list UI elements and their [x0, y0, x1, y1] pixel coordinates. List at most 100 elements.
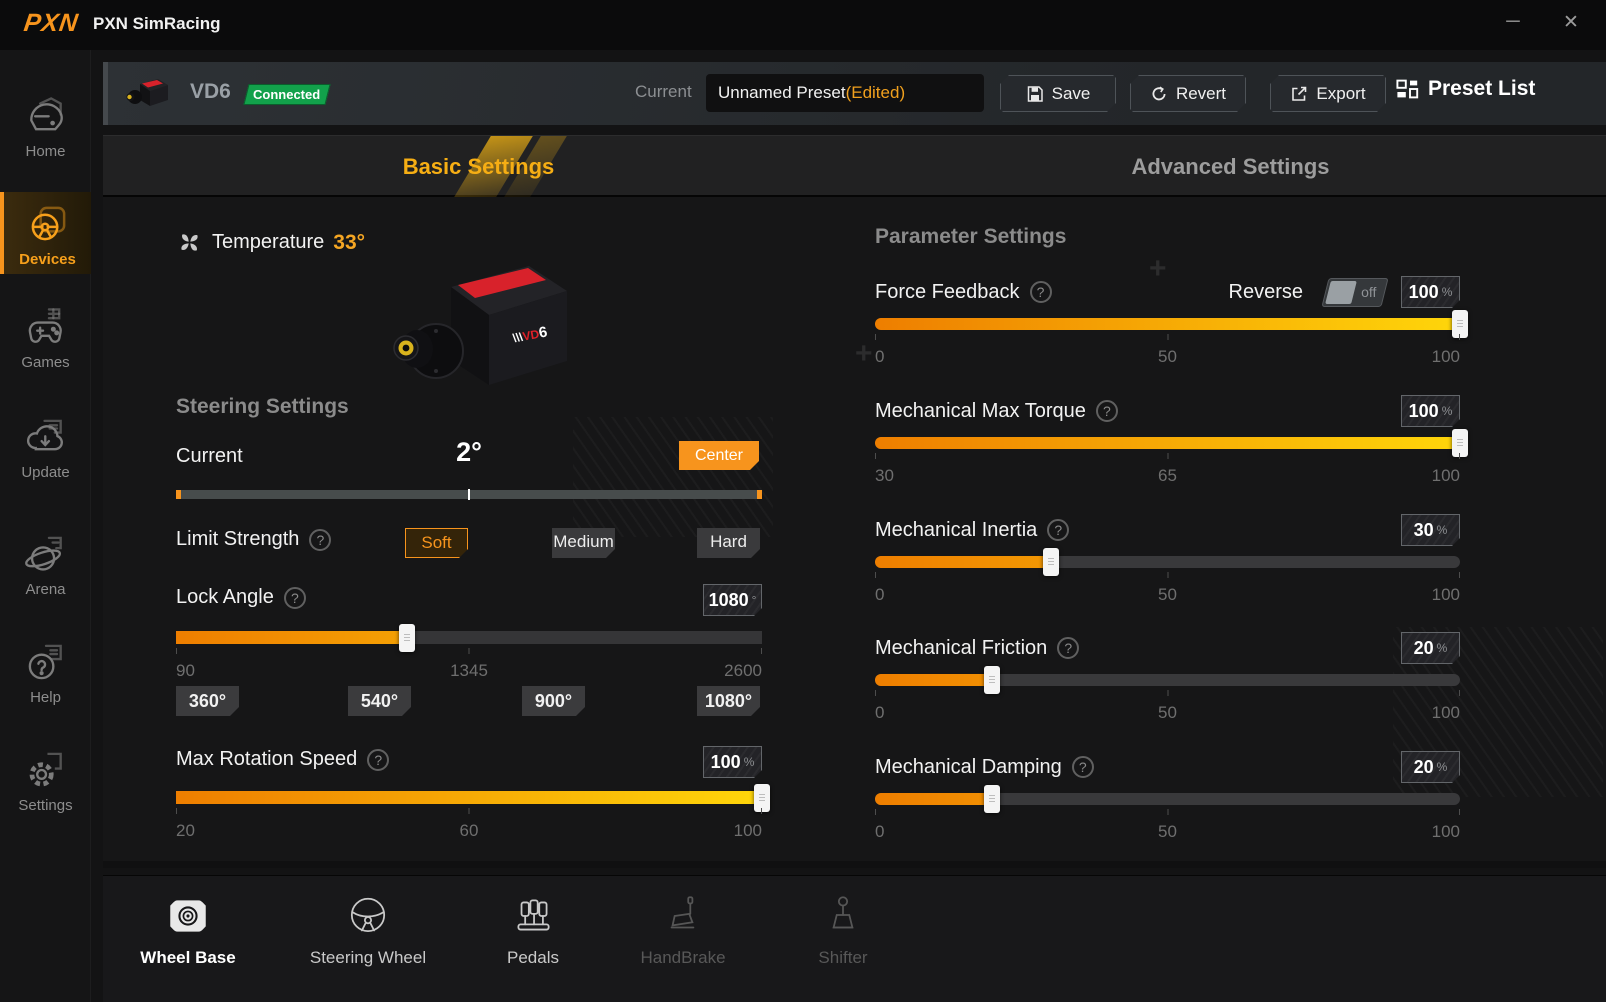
current-angle-value: 2° [456, 437, 482, 467]
param-ticks: 0 50 100 [875, 690, 1460, 730]
param-row-damping: Mechanical Damping? 20% 0 50 100 [875, 751, 1460, 863]
wheelbase-device-image: \\\VD6 [393, 266, 567, 385]
current-angle-row: Current 2° Center [176, 437, 762, 473]
sidebar-item-label: Home [25, 143, 66, 160]
slider-handle[interactable] [984, 785, 1000, 813]
status-badge: Connected [243, 84, 331, 105]
parameter-settings-header: Parameter Settings [875, 225, 1067, 248]
tab-basic-settings[interactable]: Basic Settings [103, 136, 854, 198]
reverse-toggle[interactable]: off [1321, 277, 1389, 307]
nav-steering-wheel[interactable]: Steering Wheel [293, 890, 443, 1002]
preset-list-button[interactable]: Preset List [1395, 77, 1535, 101]
device-bar: VD6 Connected Current Unnamed Preset(Edi… [103, 62, 1606, 125]
bar-cap-right [757, 490, 762, 499]
sidebar-item-label: Settings [18, 797, 73, 814]
max-rotation-value-box[interactable]: 100% [703, 746, 762, 778]
parameter-settings-column: Parameter Settings Force Feedback? Rever… [875, 197, 1468, 863]
param-value-box[interactable]: 100% [1401, 395, 1460, 427]
angle-preset-1080[interactable]: 1080° [697, 686, 760, 716]
help-icon[interactable]: ? [1071, 756, 1094, 778]
param-ticks: 30 65 100 [875, 453, 1460, 493]
slider-fill [875, 437, 1460, 449]
max-rotation-ticks: 20 60 100 [176, 808, 762, 848]
slider-fill [176, 791, 762, 804]
lock-angle-slider[interactable] [176, 623, 762, 652]
preset-name-input[interactable]: Unnamed Preset(Edited) [706, 74, 984, 112]
gamepad-icon [28, 308, 62, 343]
param-slider[interactable] [875, 429, 1468, 457]
max-rotation-slider[interactable] [176, 783, 770, 812]
sidebar-item-label: Games [21, 354, 70, 371]
sidebar-item-update[interactable]: Update [0, 415, 91, 493]
param-slider[interactable] [875, 310, 1468, 338]
limit-option-soft[interactable]: Soft [405, 528, 468, 558]
help-circle-icon [28, 644, 62, 680]
sidebar-item-home[interactable]: Home [0, 88, 91, 166]
slider-fill [875, 318, 1460, 330]
slider-handle[interactable] [398, 623, 415, 652]
nav-handbrake[interactable]: HandBrake [608, 890, 758, 1002]
save-button[interactable]: Save [1000, 75, 1116, 112]
slider-handle[interactable] [754, 783, 770, 812]
help-icon[interactable]: ? [283, 587, 306, 609]
slider-handle[interactable] [1452, 310, 1468, 338]
param-value-box[interactable]: 20% [1401, 751, 1460, 783]
slider-handle[interactable] [1452, 429, 1468, 457]
fan-icon [181, 234, 198, 251]
help-icon[interactable]: ? [1029, 281, 1052, 303]
slider-fill [875, 556, 1051, 568]
nav-pedals[interactable]: Pedals [458, 890, 608, 1002]
accessory-nav-bar: Wheel Base Steering Wheel Pedals [103, 875, 1606, 1002]
decor-plus: + [1149, 252, 1167, 285]
slider-handle[interactable] [1042, 548, 1059, 576]
lock-angle-value-box[interactable]: 1080 ° [703, 584, 762, 616]
current-angle-bar [176, 489, 762, 500]
nav-label: Steering Wheel [309, 948, 427, 967]
sidebar-item-games[interactable]: Games [0, 305, 91, 383]
nav-wheel-base[interactable]: Wheel Base [113, 890, 263, 1002]
minimize-button[interactable]: ─ [1506, 11, 1520, 32]
param-label: Mechanical Friction [875, 636, 1048, 659]
limit-option-hard[interactable]: Hard [697, 528, 760, 558]
param-label: Force Feedback [875, 280, 1020, 303]
tab-advanced-settings[interactable]: Advanced Settings [1131, 154, 1330, 179]
help-icon[interactable]: ? [367, 749, 390, 771]
angle-preset-540[interactable]: 540° [348, 686, 411, 716]
limit-option-medium[interactable]: Medium [552, 528, 615, 558]
title-bar: PXN PXN SimRacing ─ ✕ [0, 0, 1606, 50]
close-button[interactable]: ✕ [1563, 12, 1579, 33]
param-slider[interactable] [875, 548, 1460, 576]
lock-angle-ticks: 90 1345 2600 [176, 648, 762, 688]
decor-hatch [573, 417, 773, 537]
limit-strength-label: Limit Strength [176, 528, 300, 550]
param-value-box[interactable]: 30% [1401, 514, 1460, 546]
param-ticks: 0 50 100 [875, 572, 1460, 612]
angle-preset-900[interactable]: 900° [522, 686, 585, 716]
help-icon[interactable]: ? [1057, 637, 1080, 659]
steering-wheel-icon [350, 897, 386, 933]
center-button[interactable]: Center [679, 441, 759, 470]
help-icon[interactable]: ? [1095, 400, 1118, 422]
sidebar-item-help[interactable]: Help [0, 640, 91, 718]
param-slider[interactable] [875, 666, 1460, 694]
sidebar-item-label: Arena [25, 581, 66, 598]
export-button[interactable]: Export [1270, 75, 1386, 112]
device-thumbnail [126, 79, 168, 106]
param-value-box[interactable]: 100% [1401, 276, 1460, 308]
slider-handle[interactable] [984, 666, 1000, 694]
sidebar-item-arena[interactable]: Arena [0, 532, 91, 610]
revert-icon [1150, 85, 1168, 103]
param-row-friction: Mechanical Friction? 20% 0 50 100 [875, 632, 1460, 744]
param-row-force-feedback: Force Feedback? Reverse off 100% 0 50 [875, 276, 1468, 388]
revert-button[interactable]: Revert [1130, 75, 1246, 112]
angle-preset-360[interactable]: 360° [176, 686, 239, 716]
param-slider[interactable] [875, 785, 1460, 813]
param-value-box[interactable]: 20% [1401, 632, 1460, 664]
help-icon[interactable]: ? [309, 529, 332, 551]
max-rotation-speed-label: Max Rotation Speed [176, 748, 358, 770]
sidebar-item-settings[interactable]: Settings [0, 748, 91, 826]
tab-bar: Basic Settings Advanced Settings [103, 135, 1606, 198]
help-icon[interactable]: ? [1047, 519, 1070, 541]
sidebar-item-devices[interactable]: Devices [0, 192, 91, 274]
nav-shifter[interactable]: Shifter [768, 890, 918, 1002]
